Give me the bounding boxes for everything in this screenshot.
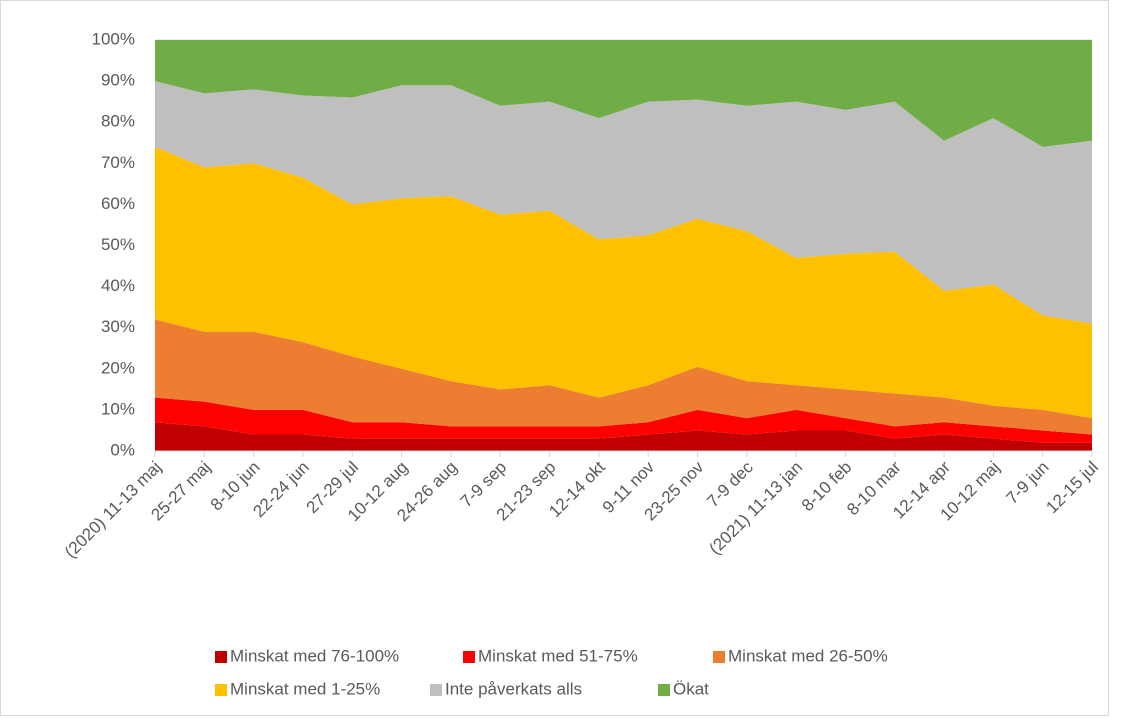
area bbox=[155, 422, 1092, 451]
legend-label: Minskat med 1-25% bbox=[230, 679, 380, 698]
legend-swatch bbox=[713, 651, 725, 663]
area bbox=[155, 319, 1092, 435]
legend-label: Inte påverkats alls bbox=[445, 679, 582, 698]
legend-label: Minskat med 26-50% bbox=[728, 646, 888, 665]
legend-label: Ökat bbox=[673, 679, 709, 698]
area bbox=[155, 40, 1092, 147]
y-tick-label: 90% bbox=[101, 71, 135, 90]
legend-swatch bbox=[658, 684, 670, 696]
y-tick-label: 80% bbox=[101, 112, 135, 131]
y-tick-label: 10% bbox=[101, 399, 135, 418]
legend-swatch bbox=[463, 651, 475, 663]
legend-swatch bbox=[430, 684, 442, 696]
legend-swatch bbox=[215, 684, 227, 696]
y-tick-label: 30% bbox=[101, 317, 135, 336]
y-tick-label: 40% bbox=[101, 276, 135, 295]
y-tick-label: 100% bbox=[92, 29, 135, 48]
area bbox=[155, 397, 1092, 443]
y-tick-label: 70% bbox=[101, 153, 135, 172]
y-tick-label: 60% bbox=[101, 194, 135, 213]
y-tick-label: 50% bbox=[101, 235, 135, 254]
area bbox=[155, 81, 1092, 324]
y-tick-label: 0% bbox=[110, 440, 135, 459]
legend-label: Minskat med 76-100% bbox=[230, 646, 399, 665]
legend-label: Minskat med 51-75% bbox=[478, 646, 638, 665]
legend-swatch bbox=[215, 651, 227, 663]
y-tick-label: 20% bbox=[101, 358, 135, 377]
area bbox=[155, 146, 1092, 419]
